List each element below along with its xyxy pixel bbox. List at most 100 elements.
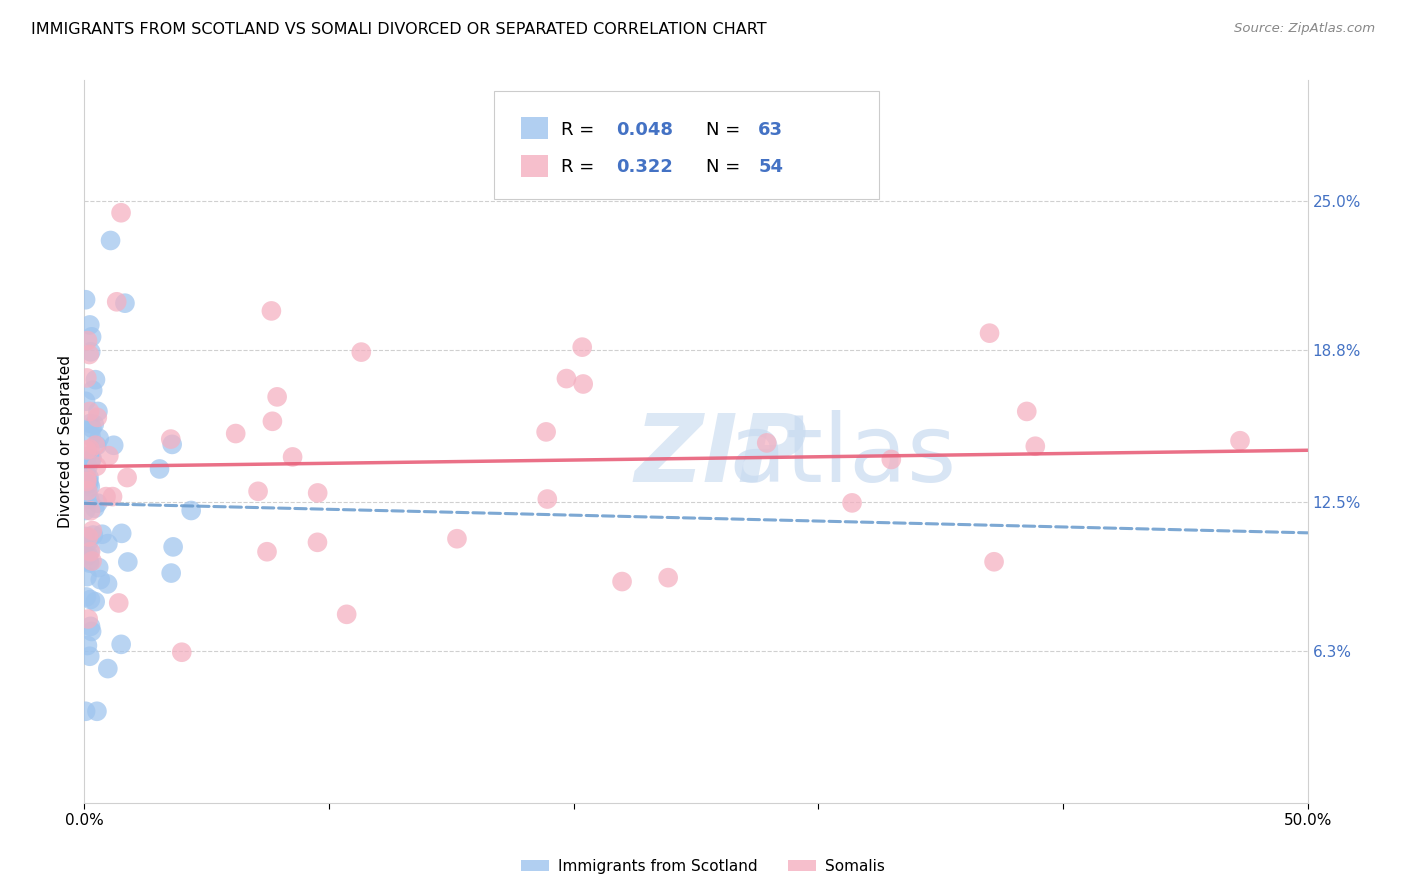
Text: N =: N =: [706, 121, 745, 139]
Text: R =: R =: [561, 158, 600, 177]
Point: [76, 471, 98, 485]
Point: [76, 460, 98, 475]
Point: [80, 429, 103, 443]
Point: [170, 645, 193, 659]
Point: [84, 595, 107, 609]
Point: [657, 571, 679, 585]
Point: [983, 555, 1005, 569]
Text: 54: 54: [758, 158, 783, 177]
Point: [86, 438, 108, 452]
Point: [97, 449, 120, 463]
Point: [77, 530, 100, 544]
Point: [262, 414, 284, 428]
Text: ZIP: ZIP: [634, 410, 807, 502]
Point: [80, 624, 103, 639]
Point: [336, 607, 359, 622]
Point: [979, 326, 1001, 340]
Point: [82, 451, 104, 466]
Legend: Immigrants from Scotland, Somalis: Immigrants from Scotland, Somalis: [515, 853, 891, 880]
Point: [79, 544, 101, 558]
Point: [77, 548, 100, 562]
Text: R =: R =: [561, 121, 600, 139]
Point: [159, 432, 181, 446]
Point: [79, 504, 101, 518]
Point: [260, 304, 283, 318]
Point: [536, 491, 558, 506]
Point: [307, 535, 329, 549]
Point: [76, 483, 98, 498]
Point: [76, 484, 98, 499]
Point: [115, 470, 138, 484]
Point: [160, 437, 183, 451]
Point: [100, 234, 122, 248]
Point: [82, 524, 104, 538]
Point: [80, 421, 103, 435]
Point: [103, 438, 125, 452]
Point: [76, 569, 98, 583]
Point: [841, 496, 863, 510]
Point: [77, 474, 100, 488]
Point: [79, 480, 101, 494]
Text: 0.048: 0.048: [616, 121, 673, 139]
Point: [83, 417, 105, 432]
Point: [76, 334, 98, 348]
Point: [79, 592, 101, 607]
Point: [80, 344, 103, 359]
Point: [534, 425, 557, 439]
Point: [84, 438, 107, 452]
Point: [307, 486, 329, 500]
Point: [79, 404, 101, 418]
Point: [79, 347, 101, 361]
Point: [76, 450, 98, 464]
Point: [79, 492, 101, 507]
Point: [225, 426, 247, 441]
Point: [79, 619, 101, 633]
Point: [84, 373, 107, 387]
Point: [105, 294, 128, 309]
Point: [148, 462, 170, 476]
FancyBboxPatch shape: [522, 117, 548, 139]
Point: [755, 436, 778, 450]
Point: [87, 404, 110, 418]
Point: [75, 704, 97, 718]
Point: [110, 205, 132, 219]
Point: [94, 490, 117, 504]
Point: [86, 459, 108, 474]
Text: 0.322: 0.322: [616, 158, 673, 177]
Point: [96, 577, 118, 591]
Point: [555, 371, 578, 385]
Point: [107, 596, 129, 610]
Point: [87, 560, 110, 574]
Point: [79, 544, 101, 558]
Point: [82, 528, 104, 542]
Point: [76, 549, 98, 564]
Point: [111, 526, 134, 541]
Point: [266, 390, 288, 404]
Point: [110, 637, 132, 651]
Point: [75, 394, 97, 409]
Point: [1024, 439, 1046, 453]
Point: [77, 476, 100, 491]
Point: [76, 442, 98, 457]
Point: [180, 503, 202, 517]
Point: [572, 376, 595, 391]
Point: [86, 496, 108, 510]
Point: [75, 293, 97, 307]
Point: [89, 573, 111, 587]
Point: [80, 330, 103, 344]
Point: [247, 484, 270, 499]
FancyBboxPatch shape: [522, 155, 548, 178]
Point: [79, 417, 101, 431]
Point: [1229, 434, 1251, 448]
Point: [281, 450, 304, 464]
Point: [256, 545, 278, 559]
Point: [76, 639, 98, 653]
Point: [75, 590, 97, 604]
Point: [162, 540, 184, 554]
Text: Source: ZipAtlas.com: Source: ZipAtlas.com: [1234, 22, 1375, 36]
Point: [610, 574, 633, 589]
Point: [80, 554, 103, 568]
Point: [75, 503, 97, 517]
Point: [82, 384, 104, 398]
Point: [77, 612, 100, 626]
